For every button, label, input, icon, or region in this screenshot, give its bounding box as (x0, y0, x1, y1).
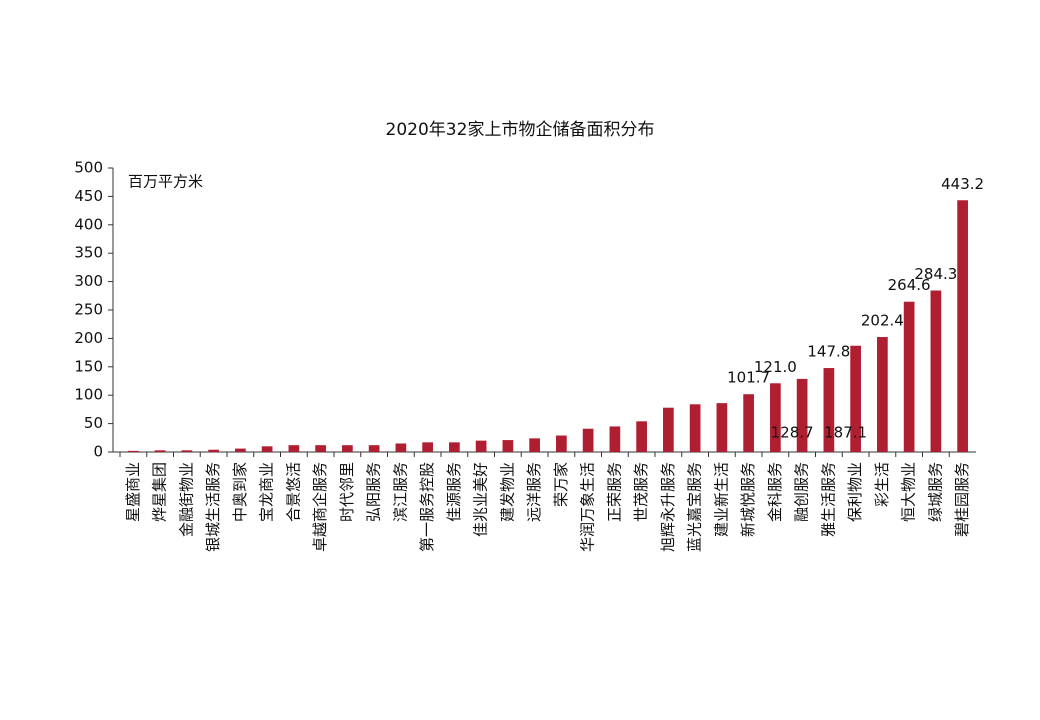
x-tick-label: 宝龙商业 (258, 462, 276, 522)
bar (449, 442, 460, 452)
x-tick-label: 滨江服务 (391, 462, 409, 522)
y-tick-label: 300 (74, 272, 103, 290)
y-tick-label: 50 (84, 414, 103, 432)
bar (315, 445, 326, 452)
x-tick-label: 华润万象生活 (579, 462, 597, 552)
x-tick-label: 弘阳服务 (365, 462, 383, 522)
value-label: 147.8 (807, 343, 850, 361)
value-label: 284.3 (914, 265, 957, 283)
bar (689, 404, 701, 452)
x-tick-label: 保利物业 (846, 462, 864, 522)
bar (342, 445, 353, 452)
bar (395, 443, 407, 452)
x-tick-label: 佳源服务 (445, 462, 463, 522)
x-tick-label: 旭辉永升服务 (659, 462, 677, 552)
y-tick-label: 450 (74, 187, 103, 205)
x-tick-label: 恒大物业 (900, 462, 918, 522)
value-label: 443.2 (941, 175, 984, 193)
bar (529, 438, 540, 452)
x-tick-label: 绿城服务 (926, 462, 944, 522)
x-tick-label: 建业新生活 (712, 462, 730, 537)
y-axis-unit: 百万平方米 (128, 173, 203, 191)
y-tick-label: 500 (74, 159, 103, 177)
bar (770, 383, 781, 452)
bar (582, 428, 594, 452)
x-tick-label: 世茂服务 (632, 462, 650, 522)
bar (261, 446, 273, 452)
x-tick-label: 荣万家 (552, 462, 570, 507)
bar (235, 448, 246, 452)
x-tick-label: 金科服务 (766, 462, 784, 522)
x-tick-label: 正荣服务 (605, 462, 623, 522)
value-label: 128.7 (771, 424, 814, 442)
x-tick-label: 银城生活服务 (204, 462, 222, 552)
x-tick-label: 碧桂园服务 (953, 462, 971, 537)
bar (609, 426, 621, 452)
bar (422, 442, 433, 452)
x-tick-label: 建发物业 (498, 462, 516, 522)
value-label: 187.1 (824, 424, 867, 442)
bar (368, 445, 380, 452)
x-tick-label: 雅生活服务 (819, 462, 837, 537)
bar (556, 435, 567, 452)
x-tick-label: 金融街物业 (177, 462, 195, 537)
bar (636, 421, 647, 452)
bar (181, 450, 193, 452)
bar (930, 290, 942, 452)
bar (796, 378, 808, 452)
value-label: 264.6 (888, 276, 931, 294)
bar (128, 450, 139, 452)
x-tick-label: 烨星集团 (151, 462, 169, 522)
x-tick-label: 新城悦服务 (739, 462, 757, 537)
bar (208, 449, 219, 452)
bar (743, 394, 754, 452)
chart-title: 2020年32家上市物企储备面积分布 (386, 120, 655, 140)
bar (663, 407, 674, 452)
x-tick-label: 中奥到家 (231, 462, 249, 522)
y-tick-label: 100 (74, 386, 103, 404)
y-tick-label: 400 (74, 215, 103, 233)
y-tick-label: 250 (74, 301, 103, 319)
bar (823, 368, 835, 452)
x-tick-label: 融创服务 (793, 462, 811, 522)
bar (957, 200, 968, 452)
bar (903, 301, 915, 452)
value-label: 101.7 (727, 369, 770, 387)
value-label: 202.4 (861, 312, 904, 330)
y-tick-label: 350 (74, 244, 103, 262)
bar (877, 337, 888, 452)
x-tick-label: 第一服务控股 (418, 462, 436, 552)
x-tick-label: 卓越商企服务 (311, 462, 329, 552)
bar (154, 450, 166, 452)
x-tick-label: 彩生活 (873, 462, 891, 507)
bar (288, 445, 300, 452)
x-tick-label: 蓝光嘉宝服务 (686, 462, 704, 552)
x-tick-label: 佳兆业美好 (472, 462, 490, 537)
bar (716, 403, 728, 452)
y-tick-label: 200 (74, 329, 103, 347)
x-tick-label: 时代邻里 (338, 462, 356, 522)
bar (475, 440, 487, 452)
y-tick-label: 0 (93, 443, 103, 461)
value-label: 121.0 (754, 358, 797, 376)
x-tick-label: 远洋服务 (525, 462, 543, 522)
bar (850, 345, 861, 452)
x-tick-label: 合景悠活 (284, 462, 302, 522)
y-tick-label: 150 (74, 357, 103, 375)
bar (502, 440, 514, 452)
x-tick-label: 星盛商业 (124, 462, 142, 522)
